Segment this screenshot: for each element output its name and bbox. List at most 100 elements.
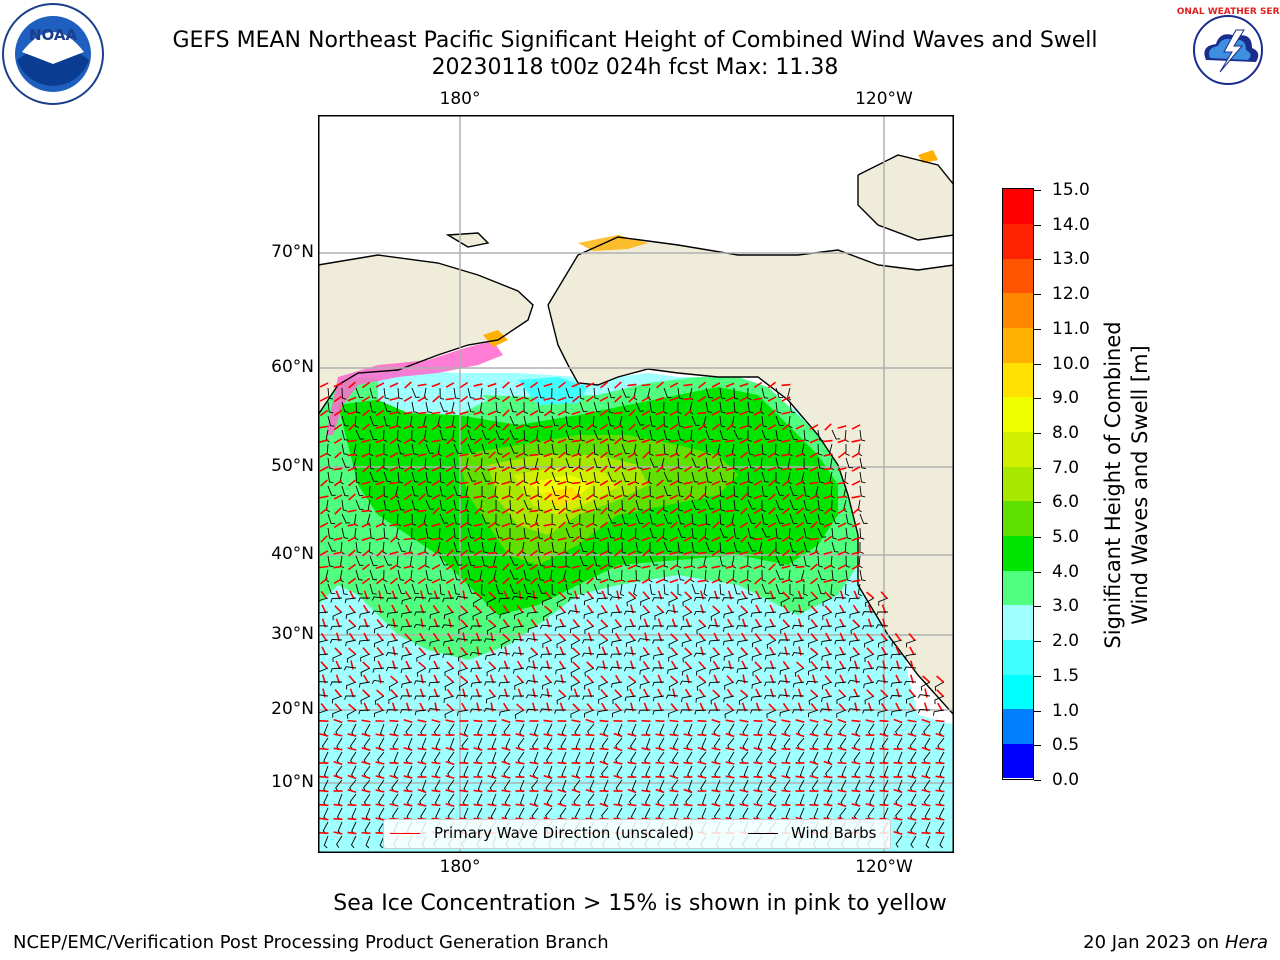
wave-direction-arrow [684, 632, 692, 642]
wave-direction-arrow [753, 480, 763, 486]
colorbar-tick-label: 0.5 [1052, 735, 1080, 756]
wave-direction-arrow [375, 564, 385, 570]
wave-direction-arrow [937, 702, 943, 712]
wave-direction-arrow [683, 803, 693, 807]
wind-barb [623, 667, 637, 672]
wave-direction-arrow [767, 774, 777, 780]
wave-direction-arrow [795, 467, 805, 471]
wind-barb [581, 652, 595, 657]
lat-label-50n: 50°N [271, 456, 314, 476]
wind-barb [584, 625, 595, 635]
wave-direction-arrow [420, 618, 424, 628]
wave-direction-arrow [347, 719, 357, 723]
wind-barb [371, 679, 385, 685]
wind-barb [509, 499, 515, 512]
wind-barb [779, 611, 791, 619]
wind-barb [551, 499, 560, 511]
wave-direction-arrow [614, 465, 622, 473]
wind-barb [428, 667, 441, 673]
wave-direction-arrow [362, 465, 370, 473]
wind-barb [654, 611, 665, 621]
wave-direction-arrow [544, 479, 552, 487]
wind-barb [570, 639, 581, 649]
wave-direction-arrow [431, 747, 441, 751]
wind-barb [663, 471, 673, 482]
wind-barb [708, 639, 721, 645]
wind-barb [635, 485, 641, 498]
wind-barb [863, 681, 875, 689]
wind-barb [780, 625, 791, 634]
wave-direction-arrow [585, 411, 595, 415]
wave-direction-arrow [628, 423, 636, 431]
wave-direction-arrow [725, 467, 735, 471]
coastlines [318, 154, 954, 716]
wave-direction-arrow [403, 453, 413, 457]
wind-barb [425, 471, 432, 484]
wave-direction-arrow [319, 409, 329, 417]
wave-direction-arrow [558, 521, 566, 529]
wind-barb [831, 513, 840, 524]
wind-barb [523, 555, 533, 566]
wind-barb [775, 401, 782, 414]
wind-barb [327, 457, 334, 470]
wind-barb [565, 443, 571, 456]
wind-barb [859, 457, 866, 469]
wind-barb [719, 499, 725, 512]
wind-barb [607, 569, 614, 581]
wave-direction-arrow [348, 423, 356, 431]
wave-direction-arrow [389, 466, 399, 472]
colorbar-segment [1003, 431, 1033, 467]
wave-direction-arrow [361, 522, 371, 528]
wave-direction-arrow [431, 733, 441, 737]
wave-direction-arrow [809, 452, 819, 458]
wind-barb [556, 639, 567, 649]
wind-barb [819, 708, 833, 713]
wind-barb [495, 457, 504, 468]
wave-direction-arrow [725, 732, 735, 738]
wind-barb [707, 597, 721, 602]
wave-direction-arrow [502, 423, 510, 431]
wind-barb [453, 527, 460, 540]
wave-direction-arrow [487, 577, 497, 585]
wind-barb [595, 666, 609, 671]
wind-barb [584, 709, 595, 718]
wave-direction-arrow [375, 493, 385, 501]
wind-barb [472, 611, 483, 621]
wave-direction-arrow [837, 747, 847, 751]
wind-barb [817, 555, 823, 568]
wave-direction-arrow [711, 761, 721, 765]
wind-barb [383, 457, 388, 470]
map-panel [318, 115, 954, 853]
wave-direction-arrow [854, 674, 858, 684]
wave-direction-arrow [879, 789, 889, 793]
wind-barb [850, 653, 861, 662]
wave-direction-arrow [417, 383, 427, 387]
wind-barb [565, 415, 572, 428]
wave-direction-arrow [656, 479, 664, 487]
wave-direction-arrow [320, 702, 328, 712]
wind-barb [920, 681, 931, 691]
wave-direction-arrow [768, 479, 776, 487]
wind-barb [539, 708, 553, 713]
wind-barb [663, 569, 669, 582]
wave-direction-arrow [809, 747, 819, 751]
wave-direction-arrow [627, 788, 637, 794]
wave-direction-arrow [713, 632, 719, 642]
wave-direction-arrow [487, 437, 497, 445]
wind-barb [828, 443, 833, 457]
wave-direction-arrow [459, 423, 469, 431]
wind-barb [481, 583, 486, 597]
wave-direction-arrow [516, 549, 524, 557]
wave-direction-arrow [613, 452, 623, 458]
wave-direction-arrow [684, 577, 692, 585]
wind-barb [934, 681, 945, 691]
wind-barb [876, 611, 889, 616]
wave-direction-arrow [515, 761, 525, 765]
map-legend: Primary Wave Direction (unscaled) Wind B… [383, 819, 891, 849]
colorbar-segment [1003, 708, 1033, 744]
wave-direction-arrow [446, 632, 454, 642]
wind-barb [439, 555, 449, 566]
wave-direction-arrow [851, 803, 861, 807]
wave-direction-arrow [347, 563, 357, 571]
wave-direction-arrow [782, 619, 790, 627]
